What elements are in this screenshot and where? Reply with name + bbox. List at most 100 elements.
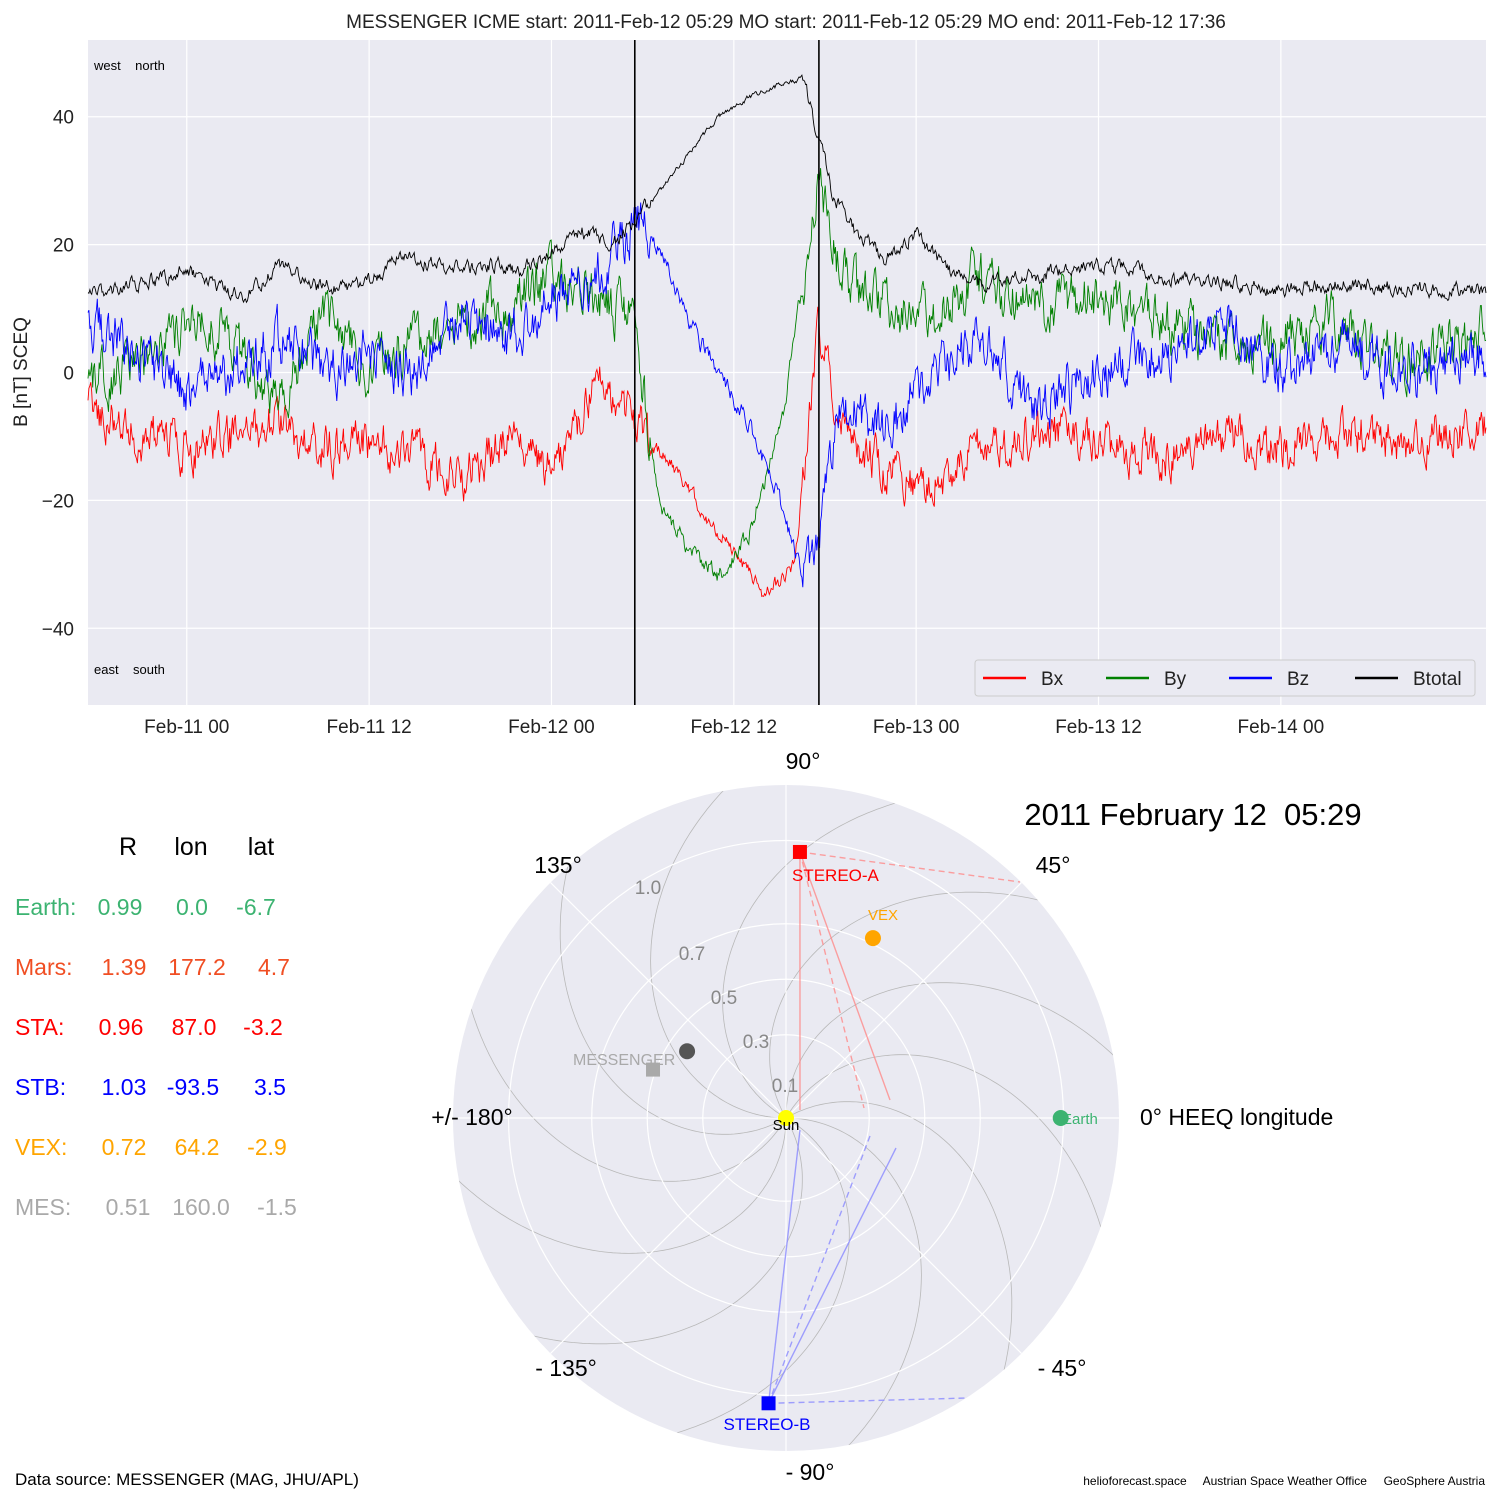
radial-tick-label: 0.5 — [711, 988, 737, 1009]
parker-spiral — [769, 891, 1085, 1119]
fov-line — [767, 1129, 801, 1404]
sun-marker — [778, 1110, 794, 1126]
parker-spiral — [785, 1101, 1013, 1417]
earth-marker — [1052, 1110, 1069, 1126]
radial-tick-label: 1.0 — [635, 878, 661, 899]
angular-gridline — [550, 882, 787, 1119]
planet-marker — [679, 1043, 696, 1060]
positions-cell-lon: 64.2 — [175, 1134, 220, 1160]
positions-cell-lat: -2.9 — [247, 1134, 287, 1160]
positions-cell-lat: -6.7 — [236, 894, 276, 920]
radial-tick-labels: 0.1 0.3 0.5 0.7 1.0 — [635, 878, 798, 1097]
messenger-label: MESSENGER — [573, 1052, 675, 1069]
y-tick-label: −40 — [42, 619, 74, 640]
angle-label: - 45° — [1038, 1355, 1087, 1381]
angle-label: - 135° — [535, 1355, 597, 1381]
angle-label: - 90° — [786, 1459, 835, 1485]
fov-line — [767, 1135, 871, 1404]
positions-header-lon: lon — [174, 833, 207, 861]
y-tick-label: −20 — [42, 491, 74, 512]
parker-spiral — [559, 819, 787, 1135]
fov-line — [799, 851, 891, 1101]
earth-label: Earth — [1062, 1111, 1098, 1128]
positions-cell-label: Earth: — [15, 894, 76, 920]
polar-position-plot: 0.1 0.3 0.5 0.7 1.0 0° HEEQ longitude 45° 90° 1… — [431, 748, 1361, 1485]
vex-marker — [864, 930, 881, 947]
radial-tick-label: 0.3 — [743, 1032, 769, 1053]
y-tick-label: 20 — [53, 236, 74, 257]
parker-spiral — [785, 982, 1119, 1118]
y-tick-label: 40 — [53, 108, 74, 129]
spacecraft-markers: Sun Earth STEREO-A STEREO-B VEX MESSENGER — [573, 844, 1098, 1434]
positions-cell-lon: -93.5 — [167, 1074, 219, 1100]
field-of-view-lines — [767, 851, 1021, 1404]
credits: helioforecast.space Austrian Space Weath… — [1083, 1474, 1485, 1488]
parker-spiral — [460, 961, 787, 1182]
positions-cell-lon: 177.2 — [168, 954, 226, 980]
parker-spiral — [650, 785, 786, 1119]
x-tick-label: Feb-11 00 — [144, 717, 229, 738]
angle-label: 0° HEEQ longitude — [1140, 1104, 1333, 1130]
y-axis-label: B [nT] SCEQ — [11, 317, 32, 427]
positions-header-r: R — [119, 833, 137, 861]
x-tick-label: Feb-12 00 — [508, 717, 595, 738]
x-tick-labels: Feb-11 00 Feb-11 12 Feb-12 00 Feb-12 12 Feb-… — [144, 717, 1324, 738]
fov-line — [767, 1147, 897, 1404]
positions-cell-label: VEX: — [15, 1134, 67, 1160]
parker-spiral — [722, 792, 943, 1119]
radial-tick-label: 0.1 — [772, 1076, 798, 1097]
vex-label: VEX — [868, 907, 898, 924]
series-lines — [87, 74, 1487, 598]
positions-cell-lon: 160.0 — [172, 1194, 230, 1220]
series-line-bz — [87, 202, 1487, 588]
x-tick-label: Feb-11 12 — [327, 717, 412, 738]
annotation-east-south: east south — [94, 662, 165, 677]
positions-cell-lon: 87.0 — [172, 1014, 217, 1040]
series-line-btotal — [87, 74, 1487, 304]
positions-cell-r: 0.51 — [106, 1194, 151, 1220]
annotation-west-north: west north — [93, 58, 165, 73]
positions-cell-r: 0.99 — [98, 894, 143, 920]
angular-gridline — [785, 1117, 1022, 1354]
positions-cell-lat: 3.5 — [254, 1074, 286, 1100]
parker-spiral — [785, 1054, 1112, 1275]
angular-gridline — [785, 882, 1022, 1119]
legend-label-by: By — [1164, 669, 1187, 690]
positions-cell-label: STB: — [15, 1074, 66, 1100]
positions-cell-r: 1.03 — [102, 1074, 147, 1100]
y-tick-labels: −40 −20 0 20 40 — [42, 108, 74, 641]
parker-spiral — [453, 1118, 787, 1254]
x-tick-label: Feb-13 00 — [873, 717, 960, 738]
legend-label-bz: Bz — [1287, 669, 1309, 690]
magnetic-field-time-series: MESSENGER ICME start: 2011-Feb-12 05:29 … — [11, 12, 1487, 738]
parker-spiral — [786, 1117, 922, 1451]
parker-spiral — [629, 1117, 850, 1444]
positions-cell-r: 0.96 — [99, 1014, 144, 1040]
positions-cell-lon: 0.0 — [176, 894, 208, 920]
positions-cell-lat: -1.5 — [257, 1194, 297, 1220]
data-source-note: Data source: MESSENGER (MAG, JHU/APL) — [15, 1470, 359, 1489]
legend-label-btotal: Btotal — [1413, 669, 1462, 690]
positions-cell-lat: 4.7 — [258, 954, 290, 980]
angle-label: 45° — [1036, 852, 1071, 878]
parker-spirals — [453, 785, 1119, 1451]
angle-label: +/- 180° — [431, 1104, 512, 1130]
polar-grid — [453, 785, 1119, 1451]
parker-spiral — [487, 1117, 803, 1345]
legend-label-bx: Bx — [1041, 669, 1064, 690]
x-tick-label: Feb-14 00 — [1238, 717, 1325, 738]
positions-cell-label: Mars: — [15, 954, 73, 980]
x-tick-label: Feb-13 12 — [1055, 717, 1142, 738]
stereo-b-marker — [761, 1396, 776, 1411]
polar-title: 2011 February 12 05:29 — [1024, 797, 1361, 832]
sun-label: Sun — [773, 1117, 800, 1134]
event-lines — [633, 40, 820, 705]
stereo-a-label: STEREO-A — [792, 866, 880, 885]
fov-line — [799, 851, 1021, 883]
fov-line — [768, 1397, 969, 1404]
chart-title: MESSENGER ICME start: 2011-Feb-12 05:29 … — [346, 12, 1226, 33]
positions-cell-label: STA: — [15, 1014, 64, 1040]
angular-gridline — [550, 1117, 787, 1354]
x-tick-label: Feb-12 12 — [691, 717, 778, 738]
